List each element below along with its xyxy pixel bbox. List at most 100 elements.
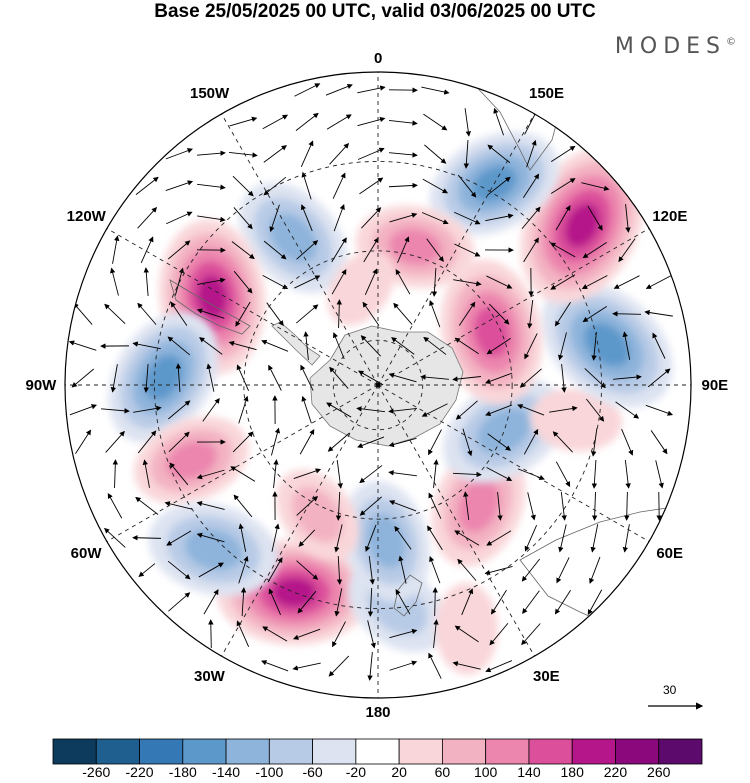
wind-arrow [238, 523, 247, 552]
wind-arrow [169, 462, 189, 486]
wind-arrow [521, 623, 541, 646]
wind-arrow [527, 300, 534, 329]
longitude-label: 0 [374, 49, 383, 67]
wind-arrow [367, 587, 374, 617]
wind-arrow [238, 555, 249, 584]
wind-arrow [333, 204, 345, 232]
colorbar-swatch [139, 738, 184, 765]
wind-arrow [297, 590, 317, 614]
wind-arrow [429, 556, 441, 584]
wind-arrow [452, 376, 481, 382]
colorbar-tick-label: -260 [82, 764, 111, 780]
wind-arrow [301, 171, 312, 200]
reference-vector-label: 30 [663, 683, 677, 697]
wind-arrow [267, 557, 283, 583]
colorbar-tick-label: 180 [560, 764, 584, 780]
wind-arrow [519, 368, 542, 388]
wind-arrow [556, 557, 570, 584]
wind-arrow [429, 300, 441, 328]
wind-arrow [261, 339, 289, 352]
wind-arrow [110, 364, 118, 393]
wind-arrow [137, 302, 157, 325]
wind-arrow [112, 459, 119, 489]
wind-arrow [240, 587, 247, 617]
wind-arrow [421, 403, 448, 417]
wind-arrow [421, 212, 449, 225]
longitude-label: 150E [529, 84, 565, 102]
wind-arrow [555, 205, 571, 231]
wind-arrow [273, 459, 279, 488]
wind-arrow [517, 468, 545, 480]
wind-arrow [489, 622, 509, 646]
wind-arrow [269, 204, 280, 233]
wind-arrow [389, 660, 418, 671]
wind-arrow [453, 279, 482, 287]
longitude-label: 30W [194, 668, 225, 686]
longitude-label: 90W [25, 376, 57, 394]
wind-arrow [388, 182, 418, 189]
wind-arrow [522, 173, 540, 198]
wind-arrow [332, 172, 346, 199]
wind-arrow [326, 402, 352, 418]
wind-arrow [523, 428, 539, 455]
wind-arrow [198, 562, 224, 578]
wind-arrow [143, 364, 149, 393]
new-zealand [393, 574, 423, 617]
latitude-circle [243, 250, 513, 520]
wind-arrow [454, 211, 481, 225]
wind-arrow [454, 530, 480, 546]
wind-arrow [301, 395, 312, 424]
wind-arrow [487, 176, 511, 196]
wind-arrow [389, 212, 418, 223]
wind-arrow [326, 114, 352, 130]
wind-arrow [428, 492, 442, 519]
wind-arrow [550, 274, 576, 290]
wind-arrow [300, 204, 313, 232]
wind-arrow [587, 205, 603, 231]
wind-arrow [457, 558, 477, 581]
wind-arrow [612, 311, 642, 317]
colorbar-tick-label: 100 [473, 764, 498, 780]
colorbar-swatch [225, 738, 270, 765]
wind-arrow [389, 500, 417, 512]
wind-arrow [590, 524, 599, 553]
wind-arrow [551, 145, 576, 162]
wind-arrow [336, 460, 343, 489]
wind-arrow [71, 368, 95, 388]
wind-arrow [524, 333, 538, 360]
wind-arrow [336, 555, 343, 585]
wind-arrow [75, 429, 92, 455]
wind-arrow [650, 430, 668, 455]
colorbar-swatch [355, 738, 400, 765]
latitude-circle [332, 339, 424, 431]
wind-arrow [233, 270, 253, 294]
wind-arrow [550, 242, 576, 258]
wind-arrow [484, 565, 513, 576]
anomaly-field [108, 131, 673, 675]
wind-arrow [229, 152, 258, 158]
wind-arrow [262, 275, 289, 290]
wind-arrow [295, 112, 319, 131]
wind-arrow [167, 336, 191, 356]
wind-arrow [293, 468, 322, 479]
wind-arrow [420, 374, 449, 380]
colorbar-tick-label: -100 [255, 764, 284, 780]
wind-arrow [554, 301, 571, 327]
wind-arrow [135, 496, 159, 515]
wind-arrow [263, 240, 287, 260]
wind-arrow [613, 374, 642, 380]
longitude-label: 60E [656, 545, 684, 562]
wind-arrow [104, 303, 126, 324]
anomaly-center [435, 582, 498, 675]
wind-arrow [367, 620, 376, 649]
wind-arrow [164, 501, 193, 510]
map-title: Base 25/05/2025 00 UTC, valid 03/06/2025… [154, 1, 596, 22]
wind-arrow [645, 275, 672, 289]
wind-arrow [397, 236, 410, 264]
longitude-label: 30E [533, 668, 560, 686]
colorbar-tick-label: -20 [345, 764, 366, 780]
wind-arrow [618, 238, 636, 263]
wind-arrow [388, 437, 417, 448]
colorbar-swatch [312, 738, 357, 765]
